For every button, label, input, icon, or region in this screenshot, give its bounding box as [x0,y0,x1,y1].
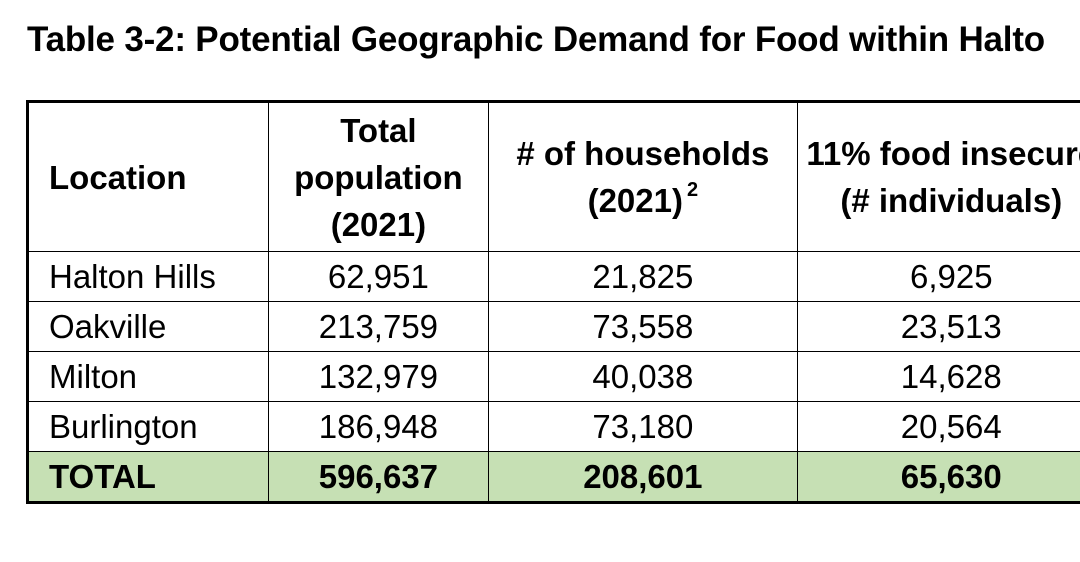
table-row: Oakville 213,759 73,558 23,513 [26,301,1080,352]
cell-food-insecure: 20,564 [796,401,1080,452]
table-title: Table 3-2: Potential Geographic Demand f… [27,20,1045,59]
footnote-marker: 2 [686,179,699,201]
header-population-label: Total population (2021) [294,111,463,243]
total-food-insecure: 65,630 [796,451,1080,504]
cell-location: Milton [26,351,269,402]
table-row: Milton 132,979 40,038 14,628 [26,351,1080,402]
data-table-container: Location Total population (2021) # of ho… [26,100,1080,504]
header-households-label: # of households (2021) [516,135,770,219]
cell-food-insecure: 23,513 [796,301,1080,352]
cell-population: 186,948 [267,401,490,452]
cell-location: Oakville [26,301,269,352]
demand-table: Location Total population (2021) # of ho… [26,100,1080,504]
cell-location: Halton Hills [26,251,269,302]
cell-population: 213,759 [267,301,490,352]
cell-population: 132,979 [267,351,490,402]
cell-location: Burlington [26,401,269,452]
total-label: TOTAL [26,451,269,504]
cell-population: 62,951 [267,251,490,302]
total-row: TOTAL 596,637 208,601 65,630 [26,451,1080,504]
header-location: Location [26,100,269,252]
header-row: Location Total population (2021) # of ho… [26,100,1080,252]
total-households: 208,601 [488,451,798,504]
cell-food-insecure: 14,628 [796,351,1080,402]
table-row: Halton Hills 62,951 21,825 6,925 [26,251,1080,302]
header-households: # of households (2021) 2 [488,100,798,252]
cell-households: 73,180 [488,401,798,452]
cell-households: 21,825 [488,251,798,302]
cell-households: 40,038 [488,351,798,402]
total-population: 596,637 [267,451,490,504]
cell-food-insecure: 6,925 [796,251,1080,302]
table-row: Burlington 186,948 73,180 20,564 [26,401,1080,452]
header-food-insecure-label: 11% food insecure (# individuals) [806,135,1080,219]
header-food-insecure: 11% food insecure (# individuals) [796,100,1080,252]
cell-households: 73,558 [488,301,798,352]
header-population: Total population (2021) [267,100,490,252]
